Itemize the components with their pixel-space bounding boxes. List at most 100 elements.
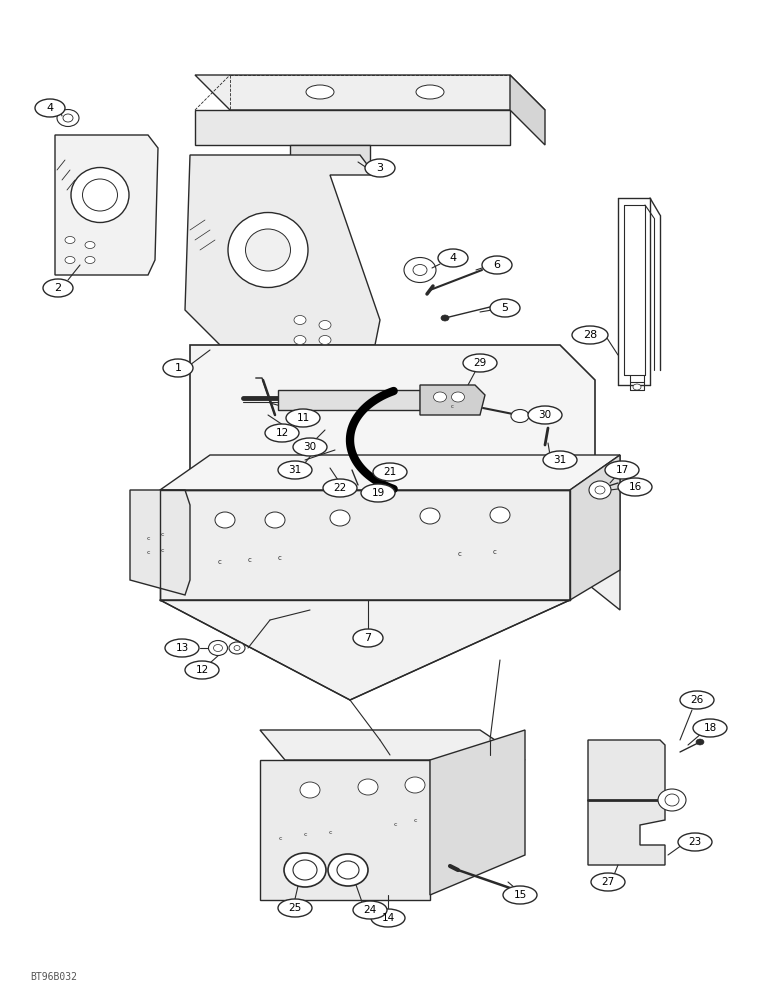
- Ellipse shape: [543, 451, 577, 469]
- Ellipse shape: [413, 264, 427, 275]
- Ellipse shape: [294, 316, 306, 324]
- Ellipse shape: [293, 860, 317, 880]
- Polygon shape: [278, 390, 420, 410]
- Text: 29: 29: [473, 358, 486, 368]
- Ellipse shape: [405, 777, 425, 793]
- Polygon shape: [185, 155, 380, 345]
- Ellipse shape: [215, 512, 235, 528]
- Ellipse shape: [420, 508, 440, 524]
- Text: 6: 6: [493, 260, 500, 270]
- Polygon shape: [195, 75, 545, 110]
- Ellipse shape: [490, 299, 520, 317]
- Ellipse shape: [528, 406, 562, 424]
- Ellipse shape: [208, 641, 228, 656]
- Text: 28: 28: [583, 330, 597, 340]
- Polygon shape: [195, 110, 510, 145]
- Polygon shape: [130, 490, 190, 595]
- Polygon shape: [160, 490, 570, 600]
- Ellipse shape: [678, 833, 712, 851]
- Text: 14: 14: [381, 913, 394, 923]
- Ellipse shape: [228, 213, 308, 288]
- Ellipse shape: [185, 661, 219, 679]
- Ellipse shape: [618, 478, 652, 496]
- Ellipse shape: [337, 861, 359, 879]
- Polygon shape: [588, 740, 665, 865]
- Text: BT96B032: BT96B032: [30, 972, 77, 982]
- Ellipse shape: [434, 392, 446, 402]
- Ellipse shape: [503, 886, 537, 904]
- Ellipse shape: [693, 719, 727, 737]
- Ellipse shape: [353, 901, 387, 919]
- Ellipse shape: [365, 159, 395, 177]
- Text: 31: 31: [289, 465, 302, 475]
- Ellipse shape: [605, 461, 639, 479]
- Ellipse shape: [229, 642, 245, 654]
- Text: 22: 22: [334, 483, 347, 493]
- Text: 30: 30: [538, 410, 551, 420]
- Ellipse shape: [438, 249, 468, 267]
- Text: c: c: [458, 551, 462, 557]
- Ellipse shape: [278, 899, 312, 917]
- Ellipse shape: [265, 424, 299, 442]
- Ellipse shape: [319, 336, 331, 344]
- Text: 23: 23: [689, 837, 702, 847]
- Ellipse shape: [589, 481, 611, 499]
- Text: c: c: [278, 555, 282, 561]
- Text: 3: 3: [377, 163, 384, 173]
- Ellipse shape: [85, 256, 95, 263]
- Polygon shape: [55, 135, 158, 275]
- Ellipse shape: [165, 639, 199, 657]
- Ellipse shape: [319, 320, 331, 330]
- Ellipse shape: [361, 484, 395, 502]
- Text: 26: 26: [690, 695, 703, 705]
- Ellipse shape: [71, 167, 129, 223]
- Ellipse shape: [658, 789, 686, 811]
- Polygon shape: [570, 455, 620, 600]
- Ellipse shape: [328, 854, 368, 886]
- Text: 27: 27: [601, 877, 615, 887]
- Text: 1: 1: [174, 363, 181, 373]
- Polygon shape: [190, 345, 595, 610]
- Text: c: c: [393, 822, 397, 828]
- Ellipse shape: [284, 853, 326, 887]
- Ellipse shape: [490, 507, 510, 523]
- Polygon shape: [510, 75, 545, 145]
- Polygon shape: [160, 455, 620, 490]
- Text: c: c: [161, 548, 164, 552]
- Text: c: c: [278, 836, 282, 840]
- Text: 13: 13: [175, 643, 188, 653]
- Text: 15: 15: [513, 890, 527, 900]
- Ellipse shape: [572, 326, 608, 344]
- Text: 24: 24: [364, 905, 377, 915]
- Text: 11: 11: [296, 413, 310, 423]
- Text: c: c: [303, 832, 306, 838]
- Polygon shape: [260, 730, 525, 760]
- Text: 18: 18: [703, 723, 716, 733]
- Text: c: c: [248, 557, 252, 563]
- Text: 4: 4: [449, 253, 456, 263]
- Ellipse shape: [65, 256, 75, 263]
- Ellipse shape: [245, 229, 290, 271]
- Polygon shape: [260, 760, 430, 900]
- Polygon shape: [290, 145, 370, 170]
- Ellipse shape: [306, 85, 334, 99]
- Ellipse shape: [633, 384, 641, 390]
- Ellipse shape: [323, 479, 357, 497]
- Ellipse shape: [265, 512, 285, 528]
- Text: 2: 2: [55, 283, 62, 293]
- Text: 25: 25: [289, 903, 302, 913]
- Text: c: c: [146, 550, 150, 554]
- Ellipse shape: [416, 85, 444, 99]
- Ellipse shape: [163, 359, 193, 377]
- Ellipse shape: [665, 794, 679, 806]
- Ellipse shape: [696, 739, 704, 745]
- Ellipse shape: [35, 99, 65, 117]
- Text: 19: 19: [371, 488, 384, 498]
- Ellipse shape: [234, 646, 240, 650]
- Ellipse shape: [452, 392, 465, 402]
- Text: c: c: [451, 404, 453, 409]
- Ellipse shape: [680, 691, 714, 709]
- Ellipse shape: [373, 463, 407, 481]
- Text: c: c: [218, 559, 222, 565]
- Ellipse shape: [293, 438, 327, 456]
